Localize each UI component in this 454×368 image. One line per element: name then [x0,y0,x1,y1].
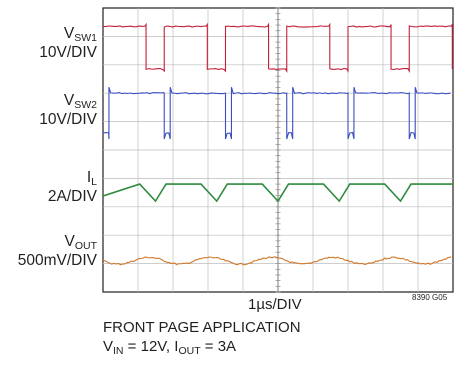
il-trace [102,183,453,203]
caption-line-1: FRONT PAGE APPLICATION [103,319,301,336]
caption-line-2: VIN = 12V, IOUT = 3A [103,338,237,357]
vout-label: VOUT 500mV/DIV [0,232,97,270]
time-scale-label: 1µs/DIV [248,296,302,313]
il-scale: 2A/DIV [47,188,97,205]
vsw2-scale: 10V/DIV [39,111,97,128]
il-label: IL 2A/DIV [0,168,97,206]
grid [102,7,454,293]
vsw1-label: VSW1 10V/DIV [0,24,97,62]
traces [102,22,453,266]
vout-scale: 500mV/DIV [17,252,97,269]
vsw1-trace [102,22,453,74]
vsw2-label: VSW2 10V/DIV [0,91,97,129]
vsw2-trace [102,87,451,140]
vout-trace [102,256,452,266]
figure-id: 8390 G05 [412,293,448,302]
vsw1-scale: 10V/DIV [39,44,97,61]
